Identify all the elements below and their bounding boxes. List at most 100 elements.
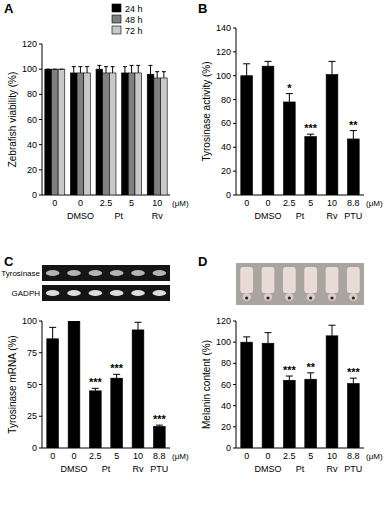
- error-cap: [243, 63, 250, 64]
- y-tick-label: 0: [32, 190, 37, 200]
- group-label: PTU: [344, 464, 362, 474]
- error-line: [124, 67, 125, 73]
- error-cap: [70, 321, 77, 322]
- group-label: PTU: [150, 464, 168, 474]
- x-unit: (μM): [366, 199, 383, 208]
- marks: [47, 321, 165, 448]
- error-cap: [264, 61, 271, 62]
- blot-band: [89, 270, 103, 276]
- bar: [161, 78, 168, 195]
- error-bar: [350, 131, 357, 139]
- error-line: [289, 94, 290, 102]
- significance: *: [287, 82, 292, 94]
- y-tick-label: 40: [221, 401, 231, 411]
- y-axis-label: Tyrosinase mRNA (%): [7, 335, 18, 433]
- error-bar: [130, 65, 134, 73]
- significance: ***: [89, 376, 103, 388]
- error-bar: [328, 61, 335, 74]
- significance: ***: [283, 364, 297, 376]
- bar: [153, 426, 165, 448]
- group-label: Pt: [102, 464, 111, 474]
- y-axis: [236, 321, 237, 448]
- error-bar: [286, 376, 293, 380]
- bar: [47, 339, 59, 448]
- error-line: [99, 65, 100, 69]
- group-label: DMSO: [67, 211, 94, 221]
- pellet: [245, 296, 248, 299]
- error-bar: [123, 67, 127, 73]
- pellet: [266, 296, 269, 299]
- y-tick-label: 60: [221, 118, 231, 128]
- group-label: DMSO: [255, 464, 282, 474]
- error-bar: [156, 425, 163, 426]
- y-tick-label: 80: [221, 358, 231, 368]
- y-axis-label: Tyrosinase activity (%): [201, 61, 212, 161]
- x-tick-label: 5: [129, 198, 134, 208]
- y-axis: [236, 28, 237, 195]
- tube: [347, 267, 360, 293]
- significance: **: [349, 119, 358, 131]
- error-cap: [49, 327, 56, 328]
- blot-band: [110, 290, 124, 296]
- bar: [70, 73, 77, 195]
- y-tick-label: 100: [216, 337, 231, 347]
- x-unit: (μM): [172, 199, 189, 208]
- panel-letter: C: [4, 254, 14, 269]
- significance: ***: [304, 122, 318, 134]
- pellet: [330, 296, 333, 299]
- tube-tip: [264, 293, 273, 301]
- error-line: [138, 322, 139, 330]
- tube-tip: [242, 293, 251, 301]
- bar: [283, 102, 295, 195]
- error-cap: [92, 388, 99, 389]
- error-cap: [149, 65, 153, 66]
- error-bar: [92, 388, 99, 391]
- error-line: [106, 67, 107, 73]
- blot-label: GADPH: [12, 289, 41, 298]
- blot-band: [153, 270, 167, 276]
- bar: [305, 379, 317, 448]
- error-cap: [286, 376, 293, 377]
- group-label: DMSO: [255, 211, 282, 221]
- panel: B020406080100120140Tyrosinase activity (…: [198, 1, 383, 221]
- error-cap: [156, 425, 163, 426]
- x-tick-label: 0: [244, 451, 249, 461]
- bar: [45, 69, 52, 195]
- y-axis-label: Melanin content (%): [201, 340, 212, 429]
- pellet: [352, 296, 355, 299]
- error-cap: [123, 66, 127, 67]
- x-axis: [42, 448, 170, 449]
- error-cap: [328, 325, 335, 326]
- x-tick-label: 0: [50, 451, 55, 461]
- y-tick-label: 25: [27, 411, 37, 421]
- bar: [122, 73, 129, 195]
- x-tick-label: 5: [308, 198, 313, 208]
- error-cap: [72, 66, 76, 67]
- error-bar: [46, 69, 50, 70]
- significance: ***: [110, 362, 124, 374]
- x-tick-label: 8.8: [153, 451, 166, 461]
- error-bar: [162, 72, 166, 78]
- blot-strip: [42, 285, 170, 301]
- y-tick-label: 0: [226, 190, 231, 200]
- error-bar: [307, 373, 314, 379]
- error-bar: [134, 322, 141, 330]
- error-cap: [78, 66, 82, 67]
- error-bar: [59, 69, 63, 70]
- error-bar: [243, 64, 250, 76]
- bar: [103, 73, 110, 195]
- y-tick-label: 100: [22, 64, 37, 74]
- blot-band: [131, 290, 145, 296]
- bar: [111, 378, 123, 448]
- y-tick-label: 20: [221, 166, 231, 176]
- error-line: [138, 65, 139, 73]
- panel: C0255075100Tyrosinase mRNA (%)*********0…: [1, 254, 189, 474]
- blot-band: [46, 290, 60, 296]
- x-tick-label: 8.8: [347, 451, 360, 461]
- error-cap: [307, 372, 314, 373]
- x-tick-label: 10: [327, 198, 337, 208]
- error-bar: [49, 327, 56, 338]
- x-tick-label: 2.5: [283, 198, 296, 208]
- error-cap: [243, 336, 250, 337]
- error-line: [246, 64, 247, 76]
